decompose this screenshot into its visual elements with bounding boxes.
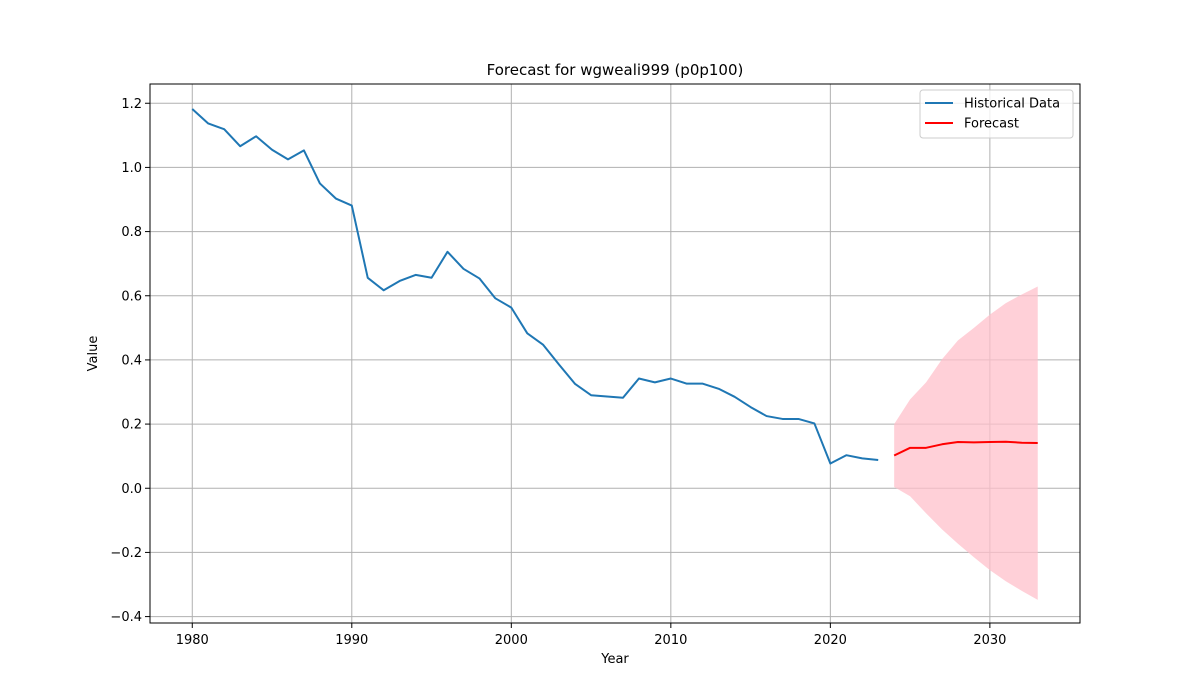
plot-frame	[149, 83, 1081, 624]
legend-label-historical: Historical Data	[964, 97, 1060, 112]
x-tick-label-3: 2010	[654, 633, 687, 648]
legend-label-forecast: Forecast	[964, 117, 1019, 132]
chart-title: Forecast for wgweali999 (p0p100)	[487, 61, 744, 79]
x-axis-label: Year	[600, 652, 629, 667]
series-line-forecast	[893, 440, 1038, 457]
series-line-historical	[191, 108, 879, 465]
x-tick-label-2: 2000	[495, 633, 528, 648]
series-lines	[191, 108, 1038, 465]
y-tick-label-8: 1.2	[121, 97, 142, 112]
legend-box	[919, 89, 1074, 139]
grid	[150, 84, 1080, 623]
y-tick-label-1: −0.2	[110, 546, 142, 561]
y-tick-label-2: 0.0	[121, 482, 142, 497]
y-tick-label-0: −0.4	[110, 610, 142, 625]
y-tick-label-6: 0.8	[121, 225, 142, 240]
x-tick-label-1: 1990	[335, 633, 368, 648]
y-tick-label-7: 1.0	[121, 161, 142, 176]
x-tick-label-5: 2030	[973, 633, 1006, 648]
legend: Historical Data Forecast	[919, 89, 1074, 139]
x-tick-label-4: 2020	[814, 633, 847, 648]
x-tick-label-0: 1980	[176, 633, 209, 648]
y-tick-label-5: 0.6	[121, 289, 142, 304]
y-axis-label: Value	[86, 336, 101, 372]
y-tick-label-3: 0.2	[121, 418, 142, 433]
y-tick-label-4: 0.4	[121, 353, 142, 368]
axis-ticks: 1980 1990 2000 2010 2020 2030 −0.4 −0.2 0.0 0.2 0.…	[110, 97, 1006, 648]
